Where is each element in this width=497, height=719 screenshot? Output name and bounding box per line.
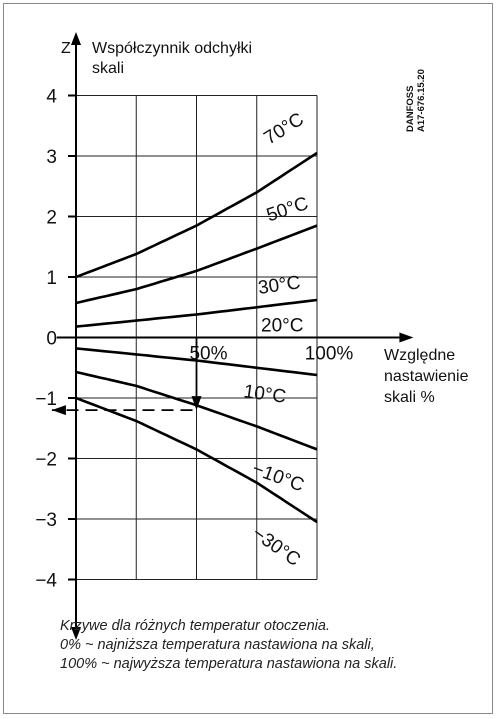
x-tick-label: 50%: [189, 344, 227, 365]
curve-50C: [75, 224, 318, 305]
curve-label: −10°C: [249, 458, 307, 496]
y-tick-label: 1: [46, 268, 57, 289]
caption-line1: Krzywe dla różnych temperatur otoczenia.: [60, 618, 330, 634]
annotation-left-arrow: [51, 405, 66, 416]
x-tick-label: 100%: [305, 344, 354, 365]
curve-label: 30°C: [257, 272, 302, 299]
side-label-line2: A17-676.15.20: [416, 69, 427, 132]
y-tick-label: −2: [35, 450, 57, 471]
curve-30C: [75, 298, 318, 328]
y-tick-label: 3: [46, 147, 57, 168]
y-tick-label: 4: [46, 87, 57, 108]
caption-line3: 100% ~ najwyższa temperatura nastawiona …: [60, 656, 398, 672]
side-label-line1: DANFOSS: [405, 86, 416, 132]
curve-label: 10°C: [242, 381, 287, 408]
x-axis-label-line2: nastawienie: [384, 368, 469, 385]
annotation: [51, 337, 202, 416]
curve-label: 70°C: [261, 109, 308, 149]
y-tick-label: 0: [46, 329, 57, 350]
axes: [56, 31, 414, 640]
caption: Krzywe dla różnych temperatur otoczenia.…: [60, 617, 397, 674]
y-axis-arrow-bottom: [71, 627, 81, 640]
caption-line2: 0% ~ najniższa temperatura nastawiona na…: [60, 637, 375, 653]
x-axis-label-line3: skali %: [384, 389, 435, 406]
curve-−30C: [75, 396, 318, 524]
annotation-down-arrow: [191, 396, 202, 411]
x-axis-label-line1: Względne: [384, 347, 455, 364]
y-tick-label: −3: [35, 510, 57, 531]
y-tick-label: −1: [35, 389, 57, 410]
y-tick-label: −4: [35, 571, 57, 592]
curve-label: 20°C: [261, 316, 303, 337]
y-axis-symbol: Z: [61, 40, 71, 57]
y-axis-label-line1: Współczynnik odchyłki: [92, 40, 252, 57]
x-axis-arrow: [399, 332, 414, 343]
x-tick-labels: 50% 100%: [189, 344, 353, 365]
chart-frame: [3, 3, 493, 714]
curve-label: 50°C: [264, 193, 311, 226]
y-axis-label-line2: skali: [92, 60, 124, 77]
y-tick-labels: 4 3 2 1 0 −1 −2 −3 −4: [35, 87, 57, 592]
curve-70C: [75, 151, 318, 279]
y-axis-arrow-top: [71, 31, 81, 45]
y-tick-label: 2: [46, 208, 57, 229]
